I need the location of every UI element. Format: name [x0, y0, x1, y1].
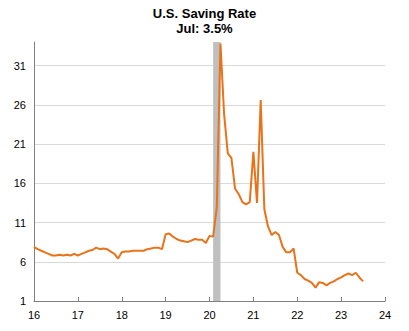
svg-text:Jul: 3.5%: Jul: 3.5%: [176, 21, 233, 36]
svg-text:26: 26: [14, 99, 26, 111]
svg-text:1: 1: [20, 295, 26, 307]
svg-text:20: 20: [203, 309, 215, 321]
svg-text:16: 16: [14, 177, 26, 189]
svg-text:22: 22: [291, 309, 303, 321]
svg-text:U.S. Saving Rate: U.S. Saving Rate: [153, 6, 256, 21]
svg-text:21: 21: [247, 309, 259, 321]
svg-text:21: 21: [14, 138, 26, 150]
svg-text:11: 11: [15, 217, 26, 229]
svg-text:16: 16: [28, 309, 40, 321]
svg-text:6: 6: [20, 256, 26, 268]
svg-text:19: 19: [160, 309, 172, 321]
svg-text:18: 18: [116, 309, 128, 321]
svg-text:24: 24: [379, 309, 391, 321]
svg-text:31: 31: [14, 60, 26, 72]
svg-text:23: 23: [335, 309, 347, 321]
svg-text:17: 17: [72, 309, 84, 321]
